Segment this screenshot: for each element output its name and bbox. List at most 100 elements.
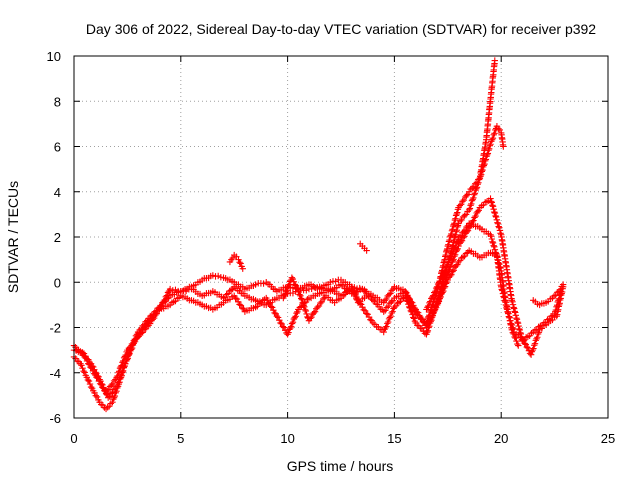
data-point [423, 328, 431, 336]
data-point [109, 389, 116, 396]
data-point [491, 246, 499, 253]
data-point [281, 291, 289, 298]
data-point [515, 322, 522, 330]
data-point [158, 302, 165, 309]
data-point [363, 310, 370, 317]
data-point [351, 289, 358, 297]
data-point [229, 254, 236, 262]
data-point [315, 302, 323, 310]
y-tick-label: -2 [49, 321, 61, 336]
data-point [289, 318, 297, 326]
data-point [104, 394, 112, 401]
data-point [492, 249, 499, 256]
data-point [509, 298, 516, 305]
data-point [487, 195, 494, 202]
data-point [436, 278, 444, 285]
data-point [461, 226, 469, 234]
data-points [70, 57, 567, 413]
data-point [163, 292, 171, 299]
data-point [420, 319, 428, 326]
data-point [527, 351, 535, 358]
data-point [490, 205, 497, 213]
data-point [363, 247, 370, 254]
data-point [430, 310, 437, 317]
data-point [489, 239, 497, 247]
data-point [509, 329, 516, 336]
data-point [304, 296, 311, 303]
data-point [95, 377, 103, 385]
data-point [449, 248, 457, 256]
data-point [99, 384, 106, 391]
data-point [383, 295, 390, 303]
data-point [515, 325, 523, 333]
data-point [78, 362, 85, 369]
data-point [228, 256, 235, 263]
data-point [467, 202, 474, 209]
data-point [480, 162, 488, 169]
data-point [441, 284, 448, 292]
data-point [380, 308, 387, 315]
x-tick-label: 20 [494, 431, 508, 446]
data-point [317, 299, 324, 307]
data-point [382, 307, 389, 314]
data-point [294, 285, 301, 293]
data-point [301, 306, 309, 313]
data-point [445, 259, 452, 266]
data-point [440, 269, 448, 276]
data-point [360, 287, 368, 295]
data-point [113, 374, 120, 381]
data-point [381, 297, 389, 304]
data-point [510, 305, 518, 312]
data-point [380, 328, 387, 336]
data-point [429, 311, 436, 319]
chart-title: Day 306 of 2022, Sidereal Day-to-day VTE… [86, 21, 596, 37]
data-point [117, 363, 125, 371]
data-point [288, 320, 296, 327]
data-point [85, 360, 92, 367]
data-point [442, 280, 450, 287]
data-point [131, 336, 139, 343]
data-point [559, 281, 567, 288]
data-point [449, 250, 456, 257]
data-point [278, 320, 285, 328]
data-point [425, 302, 432, 310]
data-point [493, 216, 501, 224]
data-point [494, 257, 502, 264]
data-point [452, 231, 459, 239]
data-point [488, 199, 495, 206]
data-point [474, 180, 481, 188]
data-point [514, 320, 522, 327]
data-point [431, 289, 438, 296]
data-point [473, 185, 480, 192]
data-point [496, 260, 503, 268]
data-point [516, 326, 523, 334]
data-point [468, 197, 476, 204]
data-point [416, 312, 423, 319]
data-point [303, 310, 310, 318]
data-point [493, 253, 501, 260]
data-point [407, 307, 415, 314]
data-point [456, 233, 464, 241]
data-point [513, 314, 520, 322]
data-point [534, 334, 541, 341]
data-point [508, 326, 516, 333]
data-point [292, 282, 299, 289]
data-point [489, 202, 496, 209]
data-point [448, 271, 455, 278]
data-point [86, 361, 93, 368]
data-point [401, 288, 409, 295]
data-point [300, 302, 307, 309]
data-point [435, 279, 443, 286]
data-point [461, 233, 468, 240]
series-track-6 [530, 281, 567, 309]
data-point [424, 304, 431, 311]
data-point [110, 377, 118, 385]
data-point [487, 231, 494, 238]
data-point [310, 309, 318, 317]
data-point [404, 292, 411, 299]
data-point [514, 340, 521, 348]
data-point [452, 215, 459, 222]
data-point [115, 379, 122, 386]
data-point [492, 212, 499, 220]
data-point [450, 221, 457, 228]
